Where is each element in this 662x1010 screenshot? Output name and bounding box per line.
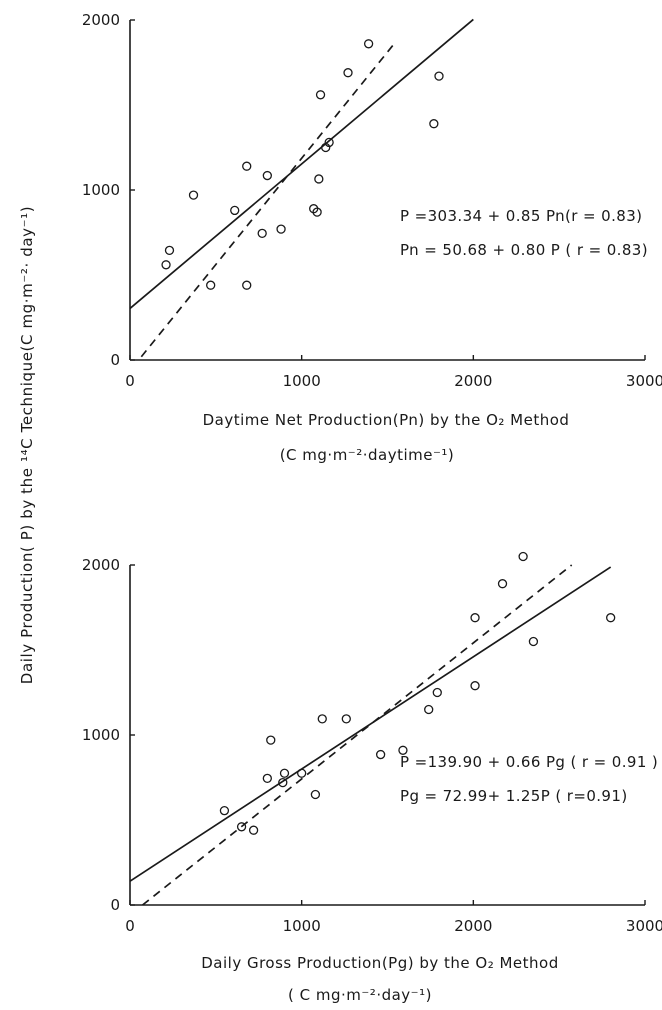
data-point bbox=[606, 613, 616, 623]
x-tick-label: 2000 bbox=[454, 372, 492, 390]
x-tick-label: 0 bbox=[125, 917, 135, 935]
bottom-x-axis-units: ( C mg·m⁻²·day⁻¹) bbox=[288, 986, 432, 1004]
shared-y-axis-label: Daily Production( P) by the ¹⁴C Techniqu… bbox=[18, 206, 36, 684]
bottom-equation-2: Pg = 72.99+ 1.25P ( r=0.91) bbox=[400, 787, 628, 805]
y-tick-label: 2000 bbox=[82, 11, 120, 29]
data-point bbox=[432, 687, 442, 698]
data-point bbox=[470, 613, 480, 623]
data-point bbox=[470, 681, 480, 691]
bottom-panel-marks: 0 1000 2000 3000 0 1000 2000 bbox=[82, 551, 662, 935]
data-point bbox=[236, 822, 247, 832]
x-tick-label: 3000 bbox=[626, 372, 662, 390]
y-tick-label: 1000 bbox=[82, 726, 120, 744]
data-point bbox=[343, 68, 353, 78]
data-point bbox=[375, 749, 386, 760]
data-point bbox=[317, 714, 327, 724]
data-point bbox=[518, 551, 528, 562]
data-point bbox=[429, 119, 439, 129]
data-point bbox=[315, 90, 326, 100]
data-point bbox=[188, 190, 199, 200]
x-tick-label: 0 bbox=[125, 372, 135, 390]
data-point bbox=[266, 735, 276, 745]
data-point bbox=[324, 137, 334, 148]
top-panel-marks: 0 1000 2000 3000 0 1000 2000 bbox=[82, 11, 662, 390]
y-tick-label: 0 bbox=[110, 351, 120, 369]
data-point bbox=[278, 777, 288, 788]
x-tick-label: 3000 bbox=[626, 917, 662, 935]
bottom-scatter-panel: 0 1000 2000 3000 0 1000 2000 Daily Gross Produ… bbox=[82, 551, 662, 1004]
data-point bbox=[341, 714, 351, 724]
y-tick-label: 2000 bbox=[82, 556, 120, 574]
x-tick-label: 2000 bbox=[454, 917, 492, 935]
y-tick-label: 0 bbox=[110, 896, 120, 914]
data-point bbox=[248, 825, 259, 835]
data-point bbox=[398, 745, 408, 755]
data-point bbox=[262, 773, 272, 783]
data-point bbox=[230, 205, 240, 216]
data-point bbox=[424, 704, 434, 715]
data-point bbox=[164, 245, 175, 256]
data-point bbox=[363, 39, 374, 49]
data-point bbox=[206, 280, 216, 290]
data-point bbox=[314, 174, 324, 184]
y-tick-label: 1000 bbox=[82, 181, 120, 199]
x-tick-label: 1000 bbox=[283, 917, 321, 935]
x-tick-label: 1000 bbox=[283, 372, 321, 390]
data-point bbox=[297, 768, 307, 778]
data-point bbox=[312, 207, 322, 217]
top-x-axis-units: (C mg·m⁻²·daytime⁻¹) bbox=[280, 446, 455, 464]
solid-regression-line bbox=[129, 18, 474, 310]
data-point bbox=[161, 260, 171, 270]
top-scatter-panel: 0 1000 2000 3000 0 1000 2000 Daytime Net Produ… bbox=[82, 11, 662, 464]
dashed-regression-line bbox=[140, 40, 397, 358]
dashed-regression-line bbox=[142, 564, 573, 906]
data-point bbox=[262, 170, 272, 181]
data-point bbox=[528, 636, 539, 647]
top-equation-1: P =303.34 + 0.85 Pn(r = 0.83) bbox=[400, 207, 642, 225]
data-point bbox=[219, 806, 230, 816]
data-point bbox=[497, 579, 508, 589]
top-equation-2: Pn = 50.68 + 0.80 P ( r = 0.83) bbox=[400, 241, 648, 259]
bottom-equation-1: P =139.90 + 0.66 Pg ( r = 0.91 ) bbox=[400, 753, 658, 771]
top-x-axis-label: Daytime Net Production(Pn) by the O₂ Met… bbox=[203, 411, 570, 429]
data-point bbox=[257, 228, 267, 239]
bottom-x-axis-label: Daily Gross Production(Pg) by the O₂ Met… bbox=[201, 954, 559, 972]
data-point bbox=[276, 224, 286, 234]
solid-regression-line bbox=[129, 566, 612, 882]
data-point bbox=[434, 71, 444, 81]
data-point bbox=[242, 161, 252, 171]
data-point bbox=[242, 280, 252, 290]
data-point bbox=[279, 768, 290, 778]
data-point bbox=[310, 789, 321, 800]
